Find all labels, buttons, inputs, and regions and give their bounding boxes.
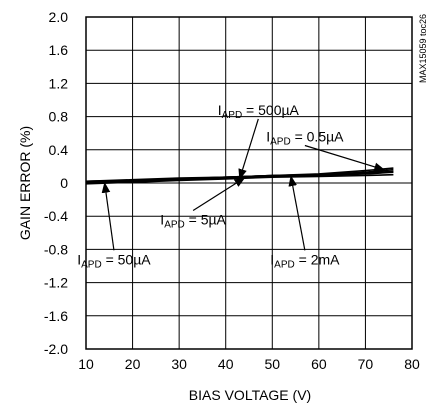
series-lines — [85, 167, 394, 185]
y-tick-label: -1.6 — [44, 308, 68, 324]
annotation-arrow — [238, 118, 259, 180]
y-tick-label: 0.4 — [49, 142, 69, 158]
series-line — [85, 170, 394, 183]
y-tick-label: 1.2 — [49, 75, 69, 91]
annotation-label: IAPD = 2mA — [270, 251, 340, 270]
y-tick-label: -2.0 — [44, 341, 68, 357]
x-tick-label: 80 — [404, 356, 420, 372]
annotation-arrow — [304, 144, 386, 172]
x-axis-title: BIAS VOLTAGE (V) — [189, 387, 311, 403]
y-tick-label: -0.4 — [44, 208, 68, 224]
x-tick-label: 70 — [358, 356, 374, 372]
y-tick-label: -0.8 — [44, 241, 68, 257]
annotation-label: IAPD = 0.5µA — [266, 129, 344, 148]
y-axis-title: GAIN ERROR (%) — [17, 126, 33, 240]
annotation-arrow — [288, 175, 306, 251]
x-tick-label: 50 — [264, 356, 280, 372]
annotation-arrow — [101, 181, 115, 251]
annotation-label: IAPD = 500µA — [218, 102, 300, 121]
series-line — [85, 173, 394, 185]
x-tick-label: 60 — [311, 356, 327, 372]
y-tick-label: -1.2 — [44, 275, 68, 291]
x-tick-label: 10 — [78, 356, 94, 372]
series-line — [85, 171, 394, 183]
y-tick-label: 0 — [60, 175, 68, 191]
tick-labels: 10 20 30 40 50 60 70 80 2.0 1.6 1.2 0.8 0.4 0 -0.4 -0.8… — [44, 9, 420, 372]
watermark: MAX15059 toc26 — [418, 14, 428, 83]
x-tick-label: 40 — [218, 356, 234, 372]
annotations: IAPD = 500µA IAPD = 0.5µA IAPD = 5µA IAPD =… — [77, 102, 386, 270]
annotation-label: IAPD = 50µA — [77, 251, 151, 270]
annotation-label: IAPD = 5µA — [160, 212, 226, 231]
x-tick-label: 30 — [171, 356, 187, 372]
grid — [85, 16, 413, 350]
y-tick-label: 0.8 — [49, 109, 69, 125]
y-tick-label: 1.6 — [49, 42, 69, 58]
annotation-arrow — [192, 177, 246, 212]
y-tick-label: 2.0 — [49, 9, 69, 25]
x-tick-label: 20 — [125, 356, 141, 372]
